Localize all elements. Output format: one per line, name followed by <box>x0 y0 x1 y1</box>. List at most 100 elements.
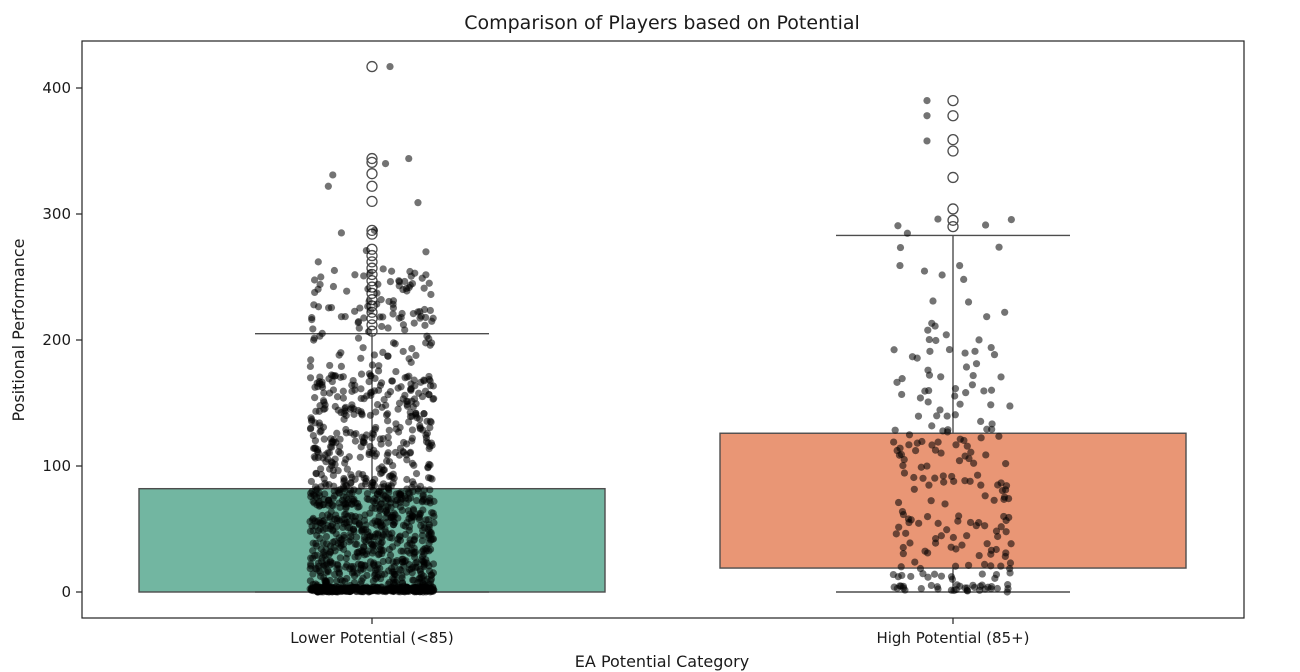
strip-point <box>383 457 391 465</box>
strip-point <box>333 429 341 437</box>
strip-point <box>905 441 913 449</box>
strip-point <box>307 560 315 568</box>
strip-point <box>307 417 316 425</box>
strip-point <box>403 541 411 550</box>
strip-point <box>919 474 927 482</box>
strip-point <box>351 437 360 445</box>
strip-point <box>923 112 931 120</box>
strip-point <box>396 532 404 540</box>
strip-point <box>408 344 416 353</box>
strip-point <box>405 515 413 523</box>
strip-point <box>360 272 368 280</box>
strip-point <box>923 97 931 105</box>
strip-point <box>910 485 918 493</box>
strip-point <box>379 466 388 474</box>
strip-point <box>360 525 368 533</box>
strip-point <box>382 506 391 514</box>
strip-point <box>409 310 417 318</box>
strip-point <box>425 335 433 343</box>
strip-point <box>375 362 383 370</box>
strip-point <box>316 332 324 340</box>
strip-point <box>366 372 375 380</box>
strip-point <box>425 530 433 538</box>
strip-points <box>306 62 1015 596</box>
outlier-point <box>947 220 959 233</box>
strip-point <box>319 587 327 595</box>
strip-point <box>394 514 402 522</box>
strip-point <box>936 406 944 414</box>
strip-point <box>429 314 437 322</box>
strip-point <box>426 417 434 425</box>
strip-point <box>921 547 929 555</box>
strip-point <box>310 492 319 500</box>
strip-point <box>414 199 422 207</box>
strip-point <box>956 400 964 408</box>
strip-point <box>923 512 932 521</box>
strip-point <box>420 305 429 314</box>
strip-point <box>911 446 920 455</box>
strip-point <box>347 511 355 520</box>
strip-point <box>354 318 363 326</box>
strip-point <box>987 550 995 558</box>
strip-point <box>924 398 932 406</box>
strip-point <box>333 577 341 585</box>
strip-point <box>307 554 315 562</box>
strip-point <box>422 516 430 524</box>
y-tick-label: 0 <box>61 583 71 601</box>
strip-point <box>374 551 383 559</box>
strip-point <box>343 287 351 295</box>
strip-point <box>362 550 371 558</box>
strip-point <box>337 313 346 321</box>
strip-point <box>1007 540 1015 548</box>
strip-point <box>360 542 368 551</box>
strip-point <box>980 560 989 569</box>
strip-point <box>407 385 415 393</box>
strip-point <box>377 518 385 526</box>
strip-point <box>379 313 387 321</box>
strip-point <box>360 395 368 403</box>
strip-point <box>360 314 368 322</box>
outlier-point <box>947 214 959 226</box>
strip-point <box>354 503 362 511</box>
strip-point <box>961 349 969 357</box>
strip-point <box>426 306 434 315</box>
strip-point <box>951 562 960 570</box>
strip-point <box>981 492 989 500</box>
strip-point <box>312 539 320 548</box>
strip-point <box>311 564 319 572</box>
strip-point <box>916 394 925 402</box>
strip-point <box>328 559 337 567</box>
strip-point <box>394 405 402 413</box>
strip-point <box>394 384 402 392</box>
strip-point <box>425 567 434 575</box>
strip-point <box>420 486 429 494</box>
strip-point <box>339 394 347 402</box>
strip-point <box>911 558 919 566</box>
strip-point <box>347 536 355 544</box>
strip-point <box>329 471 337 479</box>
strip-point <box>951 411 959 419</box>
strip-point <box>950 477 958 485</box>
strip-point <box>402 568 411 576</box>
y-axis: 0 100 200 300 400 <box>42 79 82 601</box>
strip-point <box>408 569 416 577</box>
strip-point <box>399 347 407 356</box>
strip-point <box>943 428 952 436</box>
strip-point <box>377 483 385 491</box>
strip-point <box>399 395 407 403</box>
strip-point <box>365 328 373 336</box>
strip-point <box>316 373 324 381</box>
strip-point <box>408 437 416 445</box>
strip-point <box>942 331 950 339</box>
strip-point <box>340 409 348 418</box>
outlier-point <box>366 152 378 165</box>
strip-point <box>952 441 960 449</box>
strip-point <box>362 477 370 485</box>
strip-point <box>934 585 942 593</box>
strip-point <box>360 536 369 544</box>
strip-point <box>381 160 390 168</box>
strip-point <box>342 563 350 571</box>
box-group <box>719 94 1187 593</box>
chart-title: Comparison of Players based on Potential <box>464 12 860 34</box>
strip-point <box>385 297 393 306</box>
